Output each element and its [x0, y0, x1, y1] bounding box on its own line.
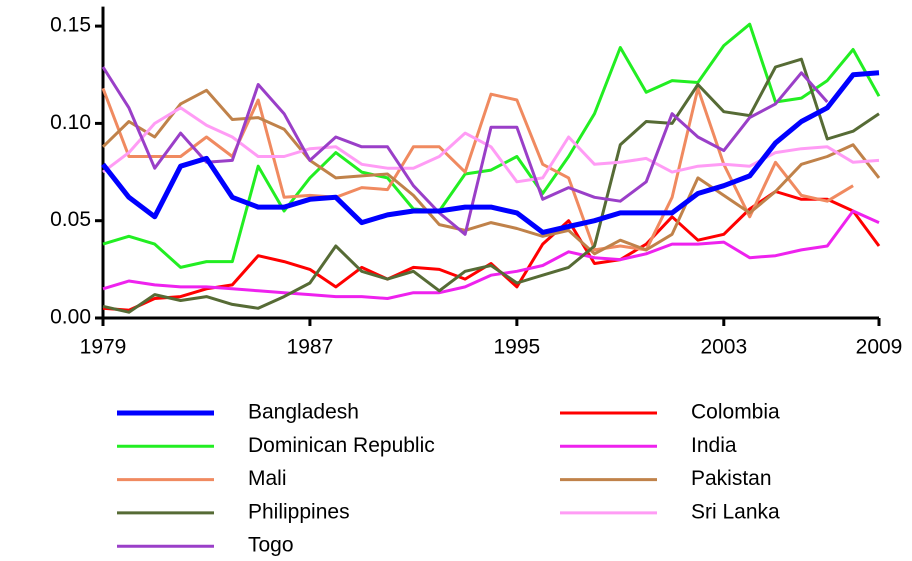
legend-label: Bangladesh — [248, 401, 359, 424]
series-line — [101, 86, 854, 252]
legend-label: Dominican Republic — [248, 434, 435, 457]
series-line — [102, 106, 880, 184]
y-tick-label: 0.15 — [50, 14, 91, 37]
y-tick-label: 0.00 — [50, 306, 91, 329]
legend-label: India — [691, 434, 737, 457]
legend-label: Mali — [248, 467, 287, 490]
y-tick-label: 0.10 — [50, 111, 91, 134]
legend-label: Pakistan — [691, 467, 772, 490]
legend-label: Colombia — [691, 401, 780, 424]
series-line — [101, 70, 880, 235]
x-tick-label: 2003 — [700, 336, 747, 359]
series-line — [102, 22, 881, 269]
legend-label: Togo — [248, 534, 294, 557]
x-tick-label: 1979 — [80, 336, 127, 359]
y-tick-label: 0.05 — [50, 208, 91, 231]
series-line — [101, 88, 881, 256]
series-line — [102, 209, 880, 300]
legend-label: Sri Lanka — [691, 500, 780, 523]
x-tick-label: 1987 — [287, 336, 334, 359]
series-line — [102, 190, 881, 312]
legend-label: Philippines — [248, 500, 350, 523]
x-tick-label: 1995 — [494, 336, 541, 359]
series-line — [102, 57, 880, 314]
x-tick-label: 2009 — [856, 336, 903, 359]
series-line — [101, 66, 829, 236]
